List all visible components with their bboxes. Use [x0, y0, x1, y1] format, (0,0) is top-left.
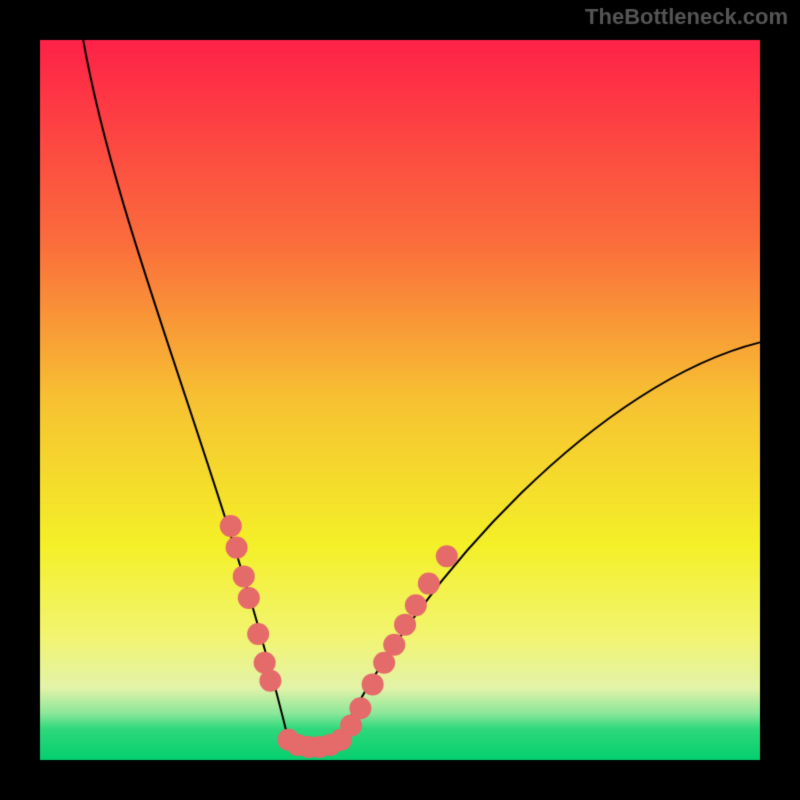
chart-canvas [0, 0, 800, 800]
